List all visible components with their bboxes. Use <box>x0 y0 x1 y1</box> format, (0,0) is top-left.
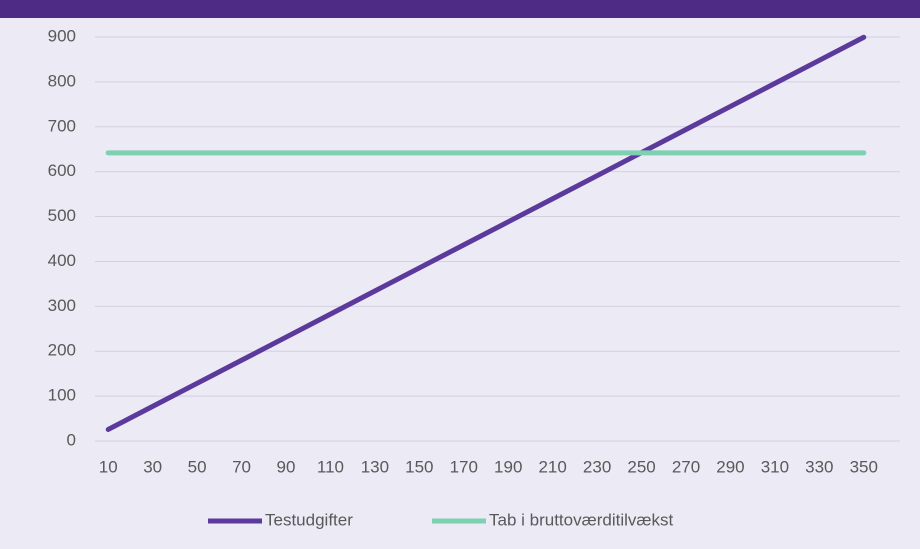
x-tick-label: 190 <box>494 457 522 476</box>
x-tick-label: 250 <box>627 457 655 476</box>
y-tick-label: 700 <box>48 116 76 135</box>
y-tick-label: 200 <box>48 341 76 360</box>
y-tick-label: 600 <box>48 161 76 180</box>
legend-label: Tab i bruttoværditilvækst <box>489 510 674 529</box>
y-tick-label: 300 <box>48 296 76 315</box>
y-tick-label: 100 <box>48 386 76 405</box>
x-tick-label: 330 <box>805 457 833 476</box>
x-tick-label: 50 <box>188 457 207 476</box>
x-tick-label: 150 <box>405 457 433 476</box>
header-bar <box>0 0 920 18</box>
x-tick-label: 70 <box>232 457 251 476</box>
y-tick-label: 500 <box>48 206 76 225</box>
x-tick-label: 230 <box>583 457 611 476</box>
y-tick-label: 900 <box>48 26 76 45</box>
x-tick-label: 210 <box>538 457 566 476</box>
x-tick-label: 90 <box>277 457 296 476</box>
x-tick-label: 350 <box>850 457 878 476</box>
x-tick-label: 290 <box>716 457 744 476</box>
line-series <box>105 34 867 432</box>
y-tick-label: 0 <box>67 430 76 449</box>
y-tick-label: 800 <box>48 71 76 90</box>
x-tick-label: 170 <box>450 457 478 476</box>
x-tick-label: 110 <box>317 457 344 476</box>
legend-label: Testudgifter <box>265 510 353 529</box>
x-tick-label: 270 <box>672 457 700 476</box>
x-tick-label: 30 <box>143 457 162 476</box>
x-tick-label: 130 <box>361 457 389 476</box>
x-tick-label: 10 <box>99 457 118 476</box>
x-tick-label: 310 <box>761 457 789 476</box>
y-tick-label: 400 <box>48 251 76 270</box>
